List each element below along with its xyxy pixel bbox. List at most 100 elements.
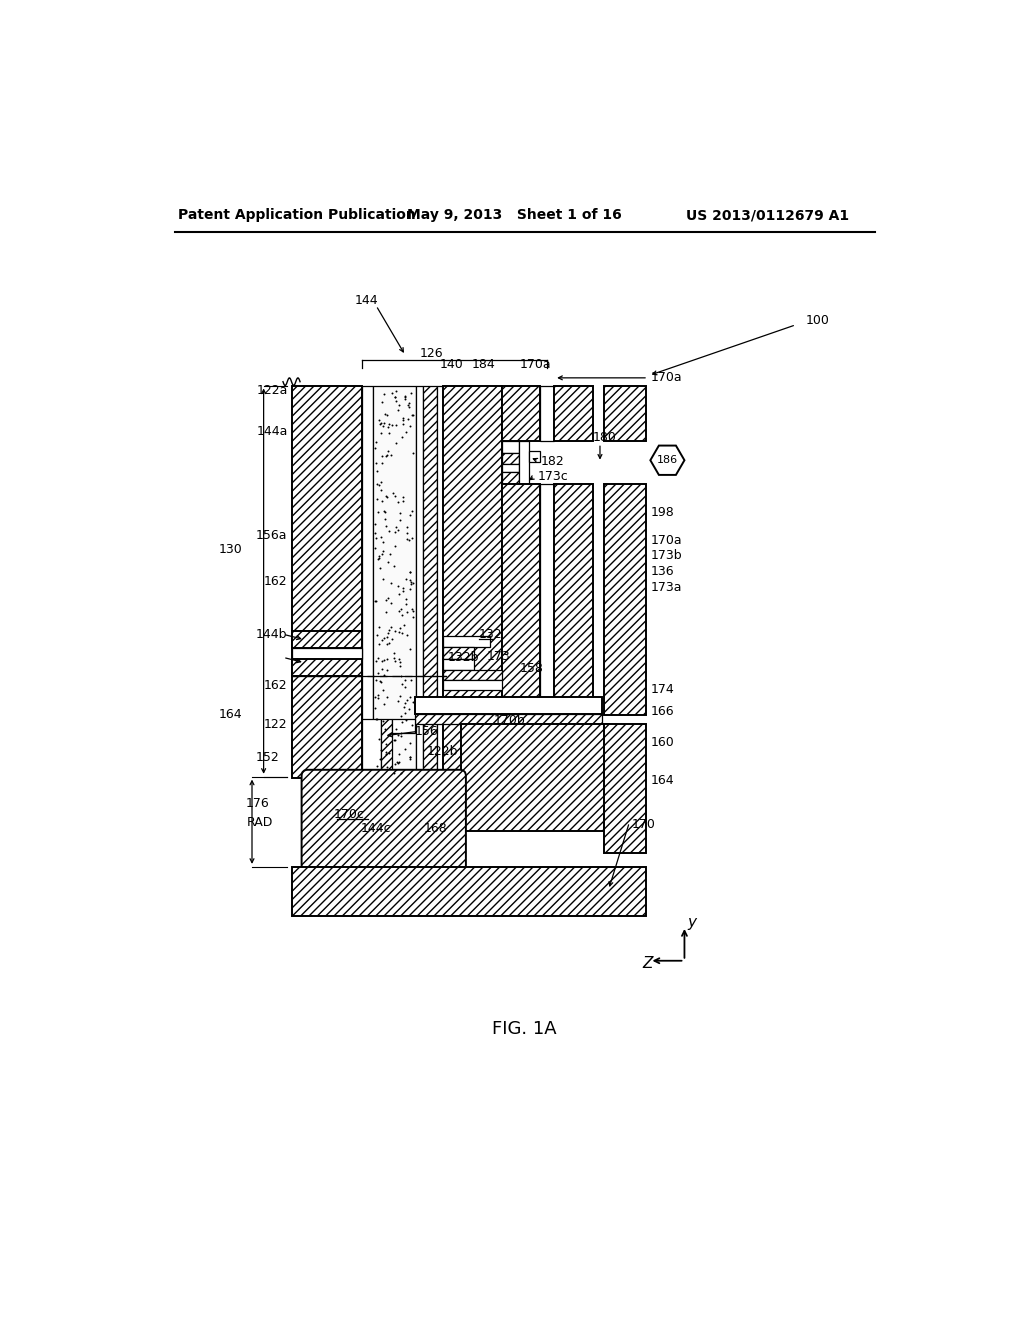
Text: 162: 162 <box>264 576 288 589</box>
Point <box>370 684 386 705</box>
Point <box>379 587 395 609</box>
Text: 184: 184 <box>472 358 496 371</box>
Text: 186: 186 <box>656 455 678 465</box>
Point <box>367 697 383 718</box>
Point <box>392 652 409 673</box>
Point <box>368 669 384 690</box>
Bar <box>437 385 443 779</box>
Point <box>403 500 420 521</box>
Point <box>402 573 419 594</box>
Point <box>370 663 386 684</box>
Text: 180: 180 <box>593 432 616 445</box>
Point <box>392 665 409 686</box>
Point <box>394 409 411 430</box>
FancyBboxPatch shape <box>302 770 466 871</box>
Text: 162: 162 <box>264 680 288 693</box>
Text: 173a: 173a <box>650 581 682 594</box>
Point <box>371 549 387 570</box>
Point <box>401 698 418 719</box>
Point <box>387 414 403 436</box>
Point <box>375 569 391 590</box>
Text: y: y <box>687 915 696 929</box>
Text: 170a: 170a <box>519 358 551 371</box>
Point <box>379 444 395 465</box>
Point <box>375 416 391 437</box>
Point <box>376 627 392 648</box>
Bar <box>502 441 518 453</box>
Point <box>398 528 415 549</box>
Point <box>383 616 399 638</box>
Point <box>403 404 420 425</box>
Point <box>391 655 408 676</box>
Point <box>372 671 388 692</box>
Bar <box>541 484 554 715</box>
Point <box>394 407 411 428</box>
Point <box>396 615 413 636</box>
Text: 170c: 170c <box>334 808 365 821</box>
Point <box>390 491 407 512</box>
Point <box>401 561 418 582</box>
Point <box>368 709 384 730</box>
Point <box>383 573 399 594</box>
Point <box>406 404 422 425</box>
Text: 170b: 170b <box>494 714 525 727</box>
Point <box>387 385 403 407</box>
Point <box>379 686 395 708</box>
Point <box>372 413 388 434</box>
Point <box>379 660 395 681</box>
Point <box>382 723 398 744</box>
Point <box>396 387 413 408</box>
Bar <box>443 636 489 647</box>
Text: 132: 132 <box>479 628 503 640</box>
Point <box>378 743 394 764</box>
Point <box>396 388 413 409</box>
Point <box>388 751 404 772</box>
Point <box>373 412 389 433</box>
Point <box>379 756 395 777</box>
Point <box>377 508 393 529</box>
Point <box>390 752 407 774</box>
Text: 156: 156 <box>415 725 438 738</box>
Point <box>371 474 387 495</box>
Point <box>372 558 388 579</box>
Point <box>376 649 392 671</box>
Text: 132b: 132b <box>447 651 479 664</box>
Point <box>401 504 418 525</box>
Point <box>376 500 392 521</box>
Bar <box>502 465 518 471</box>
Point <box>381 619 397 640</box>
Text: US 2013/0112679 A1: US 2013/0112679 A1 <box>686 209 849 222</box>
Point <box>401 561 418 582</box>
Text: 136: 136 <box>650 565 674 578</box>
Text: 160: 160 <box>650 735 674 748</box>
Point <box>371 548 387 569</box>
Text: 198: 198 <box>650 506 674 519</box>
Point <box>367 537 383 558</box>
Point <box>375 678 391 700</box>
Bar <box>423 385 437 779</box>
Point <box>370 488 386 510</box>
Point <box>391 648 408 669</box>
Point <box>373 527 389 548</box>
Point <box>380 417 396 438</box>
Text: 144b: 144b <box>256 628 288 640</box>
Point <box>394 426 411 447</box>
Point <box>370 502 386 523</box>
Point <box>369 624 385 645</box>
Point <box>375 710 391 731</box>
Point <box>381 632 397 653</box>
Point <box>399 602 416 623</box>
Text: 170a: 170a <box>650 533 682 546</box>
Point <box>376 664 392 685</box>
Text: Patent Application Publication: Patent Application Publication <box>178 209 416 222</box>
Point <box>374 630 390 651</box>
Point <box>370 688 386 709</box>
Point <box>398 422 415 444</box>
Point <box>395 486 412 507</box>
Point <box>391 601 408 622</box>
Text: May 9, 2013   Sheet 1 of 16: May 9, 2013 Sheet 1 of 16 <box>407 209 622 222</box>
Point <box>376 412 392 433</box>
Point <box>384 414 400 436</box>
Bar <box>502 385 541 441</box>
Bar <box>362 385 373 779</box>
